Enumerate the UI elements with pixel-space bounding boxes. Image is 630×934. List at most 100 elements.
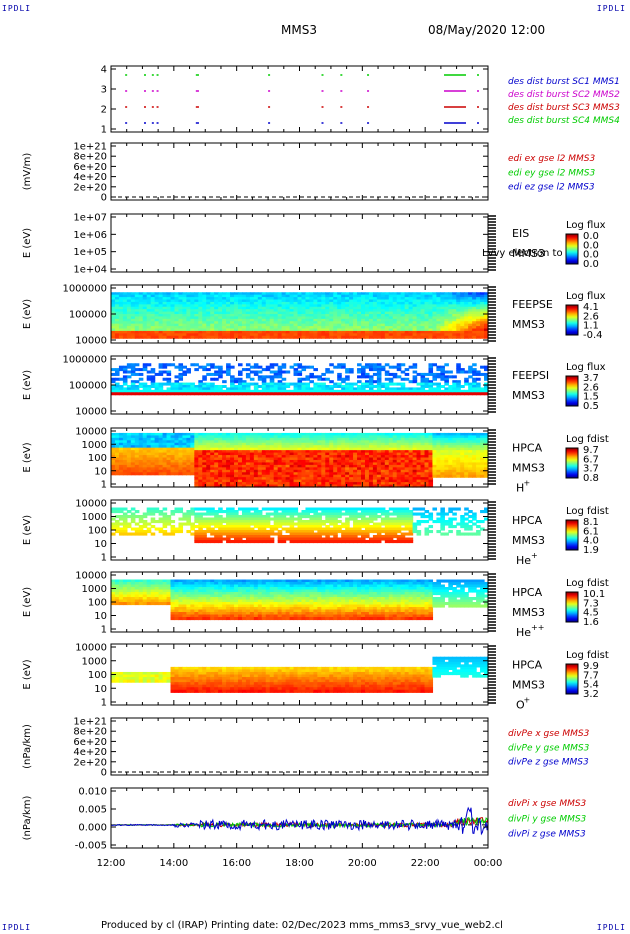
spectrogram-cell: [345, 309, 350, 313]
spectrogram-cell: [190, 309, 195, 313]
spectrogram-cell: [170, 314, 176, 318]
spectrogram-cell: [444, 472, 449, 476]
spectrogram-cell: [309, 459, 314, 464]
spectrogram-cell: [138, 472, 144, 476]
spectrogram-cell: [388, 372, 394, 376]
spectrogram-cell: [138, 314, 144, 318]
spectrogram-cell: [190, 330, 195, 334]
spectrogram-cell: [277, 479, 283, 483]
spectrogram-cell: [273, 464, 279, 468]
spectrogram-cell: [206, 484, 211, 488]
spectrogram-cell: [353, 432, 358, 436]
spectrogram-cell: [111, 297, 116, 301]
spectrogram-cell: [269, 326, 275, 330]
spectrogram-cell: [166, 326, 172, 330]
spectrogram-cell: [452, 452, 457, 456]
spectrogram-cell: [484, 306, 489, 310]
spectrogram-cell: [480, 464, 485, 468]
spectrogram-cell: [118, 365, 124, 369]
spectrogram-cell: [460, 294, 465, 298]
spectrogram-cell: [400, 445, 406, 449]
spectrogram-cell: [182, 382, 187, 386]
spectrogram-cell: [186, 472, 191, 476]
spectrogram-cell: [210, 445, 215, 449]
spectrogram-cell: [257, 385, 263, 389]
spectrogram-cell: [345, 469, 350, 473]
spectrogram-cell: [364, 455, 370, 459]
spectrogram-cell: [237, 335, 243, 339]
spectrogram-cell: [190, 387, 195, 391]
spectrogram-cell: [269, 450, 275, 454]
spectrogram-cell: [265, 318, 271, 322]
spectrogram-cell: [436, 462, 441, 466]
spectrogram-cell: [424, 316, 430, 320]
spectrogram-cell: [170, 306, 176, 310]
spectrogram-cell: [206, 297, 211, 301]
spectrogram-cell: [448, 328, 453, 332]
spectrogram-cell: [269, 377, 275, 381]
spectrogram-cell: [194, 385, 199, 389]
spectrogram-cell: [428, 301, 434, 305]
spectrogram-cell: [384, 294, 390, 298]
spectrogram-cell: [309, 469, 314, 473]
spectrogram-cell: [484, 392, 489, 396]
panel-frame: [110, 142, 489, 201]
spectrogram-cell: [317, 482, 322, 486]
spectrogram-cell: [440, 432, 445, 436]
spectrogram-cell: [194, 387, 199, 391]
spectrogram-cell: [337, 309, 342, 313]
spectrogram-cell: [349, 450, 354, 454]
spectrogram-cell: [202, 292, 207, 296]
spectrogram-cell: [281, 318, 287, 322]
spectrogram-cell: [480, 292, 485, 296]
spectrogram-cell: [218, 472, 223, 476]
spectrogram-cell: [372, 447, 378, 451]
spectrogram-cell: [158, 467, 164, 471]
spectrogram-cell: [456, 316, 461, 320]
spectrogram-cell: [361, 484, 366, 488]
spectrogram-cell: [182, 452, 187, 456]
spectrogram-cell: [237, 474, 243, 478]
spectrogram-cell: [230, 440, 235, 444]
spectrogram-cell: [305, 437, 311, 441]
spectrogram-cell: [400, 363, 406, 367]
spectrogram-cell: [452, 328, 457, 332]
spectrogram-cell: [408, 326, 414, 330]
spectrogram-cell: [440, 450, 445, 454]
spectrogram-cell: [301, 301, 307, 305]
spectrogram-cell: [273, 382, 279, 386]
spectrogram-cell: [281, 321, 287, 325]
spectrogram-cell: [261, 326, 267, 330]
spectrogram-cell: [460, 459, 465, 464]
spectrogram-cell: [456, 365, 461, 369]
spectrogram-cell: [416, 484, 422, 488]
spectrogram-cell: [253, 363, 259, 367]
spectrogram-cell: [440, 464, 445, 468]
spectrogram-cell: [257, 445, 263, 449]
spectrogram-cell: [146, 311, 152, 315]
spectrogram-cell: [265, 385, 271, 389]
spectrogram-cell: [277, 328, 283, 332]
spectrogram-cell: [122, 452, 128, 456]
spectrogram-cell: [186, 442, 191, 446]
spectrogram-cell: [150, 306, 156, 310]
spectrogram-cell: [424, 464, 430, 468]
spectrogram-cell: [380, 452, 386, 456]
spectrogram-cell: [396, 469, 402, 473]
spectrogram-cell: [345, 457, 350, 461]
spectrogram-cell: [472, 294, 477, 298]
spectrogram-cell: [432, 462, 438, 466]
spectrogram-cell: [206, 442, 211, 446]
spectrogram-cell: [368, 380, 374, 384]
spectrogram-cell: [396, 299, 402, 303]
spectrogram-cell: [111, 389, 116, 393]
spectrogram-cell: [440, 328, 445, 332]
spectrogram-cell: [472, 311, 477, 315]
spectrogram-cell: [364, 292, 370, 296]
spectrogram-cell: [285, 292, 291, 296]
spectrogram-cell: [230, 482, 235, 486]
spectrogram-cell: [281, 447, 287, 451]
spectrogram-cell: [420, 474, 426, 478]
spectrogram-cell: [424, 450, 430, 454]
